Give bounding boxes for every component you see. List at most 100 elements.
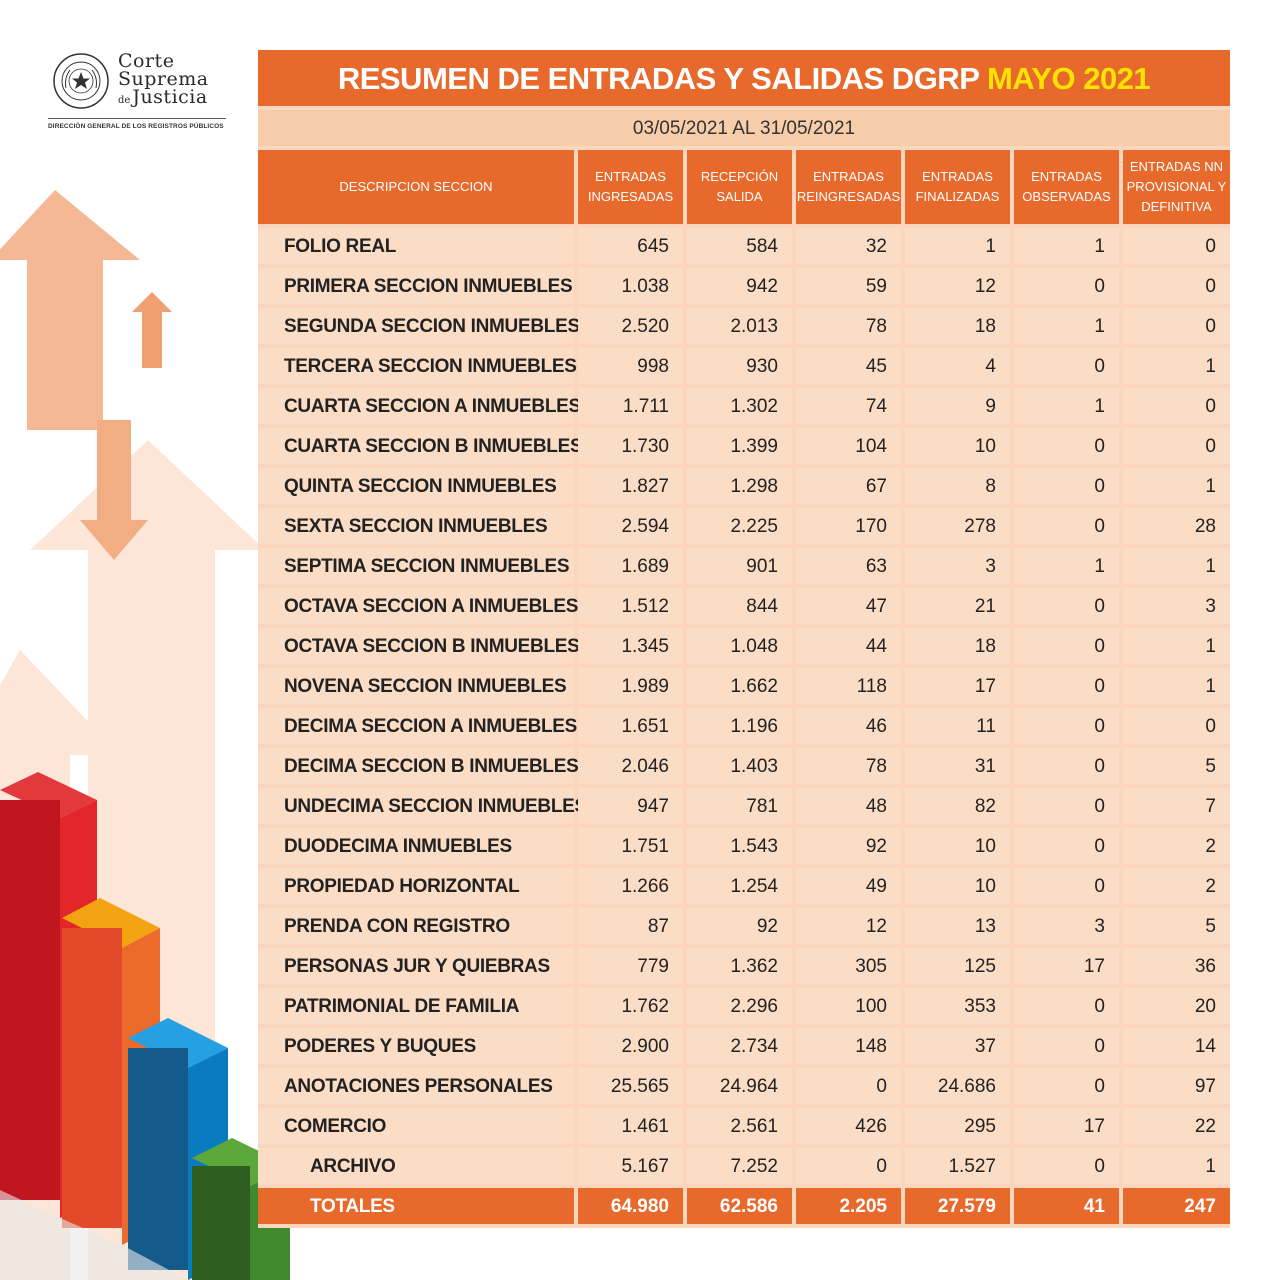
table-cell-entradas-observadas: 0 xyxy=(1014,268,1119,304)
table-cell-entradas-finalizadas: 278 xyxy=(905,508,1010,544)
table-cell-entradas-finalizadas: 1.527 xyxy=(905,1148,1010,1184)
column-header-entradas-nn: ENTRADAS NN PROVISIONAL Y DEFINITIVA xyxy=(1123,150,1230,224)
table-cell-recepcion-salida: 1.302 xyxy=(687,388,792,424)
table-cell-descripcion-seccion: ANOTACIONES PERSONALES xyxy=(258,1068,574,1104)
table-cell-recepcion-salida: 24.964 xyxy=(687,1068,792,1104)
table-title-main: RESUMEN DE ENTRADAS Y SALIDAS DGRP xyxy=(337,61,980,96)
table-cell-recepcion-salida: 1.543 xyxy=(687,828,792,864)
table-cell-entradas-observadas: 0 xyxy=(1014,708,1119,744)
table-cell-entradas-ingresadas: 947 xyxy=(578,788,683,824)
table-cell-entradas-nn: 0 xyxy=(1123,428,1230,464)
table-cell-entradas-observadas: 17 xyxy=(1014,948,1119,984)
table-cell-entradas-reingresadas: 49 xyxy=(796,868,901,904)
table-cell-entradas-nn: 14 xyxy=(1123,1028,1230,1064)
table-cell-entradas-reingresadas: 59 xyxy=(796,268,901,304)
table-cell-entradas-finalizadas: 10 xyxy=(905,428,1010,464)
table-cell-entradas-finalizadas: 37 xyxy=(905,1028,1010,1064)
column-header-entradas-ingresadas: ENTRADAS INGRESADAS xyxy=(578,150,683,224)
table-cell-entradas-reingresadas: 45 xyxy=(796,348,901,384)
table-cell-recepcion-salida: 1.048 xyxy=(687,628,792,664)
summary-table: RESUMEN DE ENTRADAS Y SALIDAS DGRP MAYO … xyxy=(258,50,1230,1228)
table-cell-descripcion-seccion: PODERES Y BUQUES xyxy=(258,1028,574,1064)
table-cell-entradas-reingresadas: 148 xyxy=(796,1028,901,1064)
table-cell-entradas-reingresadas: 78 xyxy=(796,748,901,784)
table-cell-entradas-ingresadas: 5.167 xyxy=(578,1148,683,1184)
table-cell-descripcion-seccion: UNDECIMA SECCION INMUEBLES xyxy=(258,788,587,824)
table-cell-entradas-finalizadas: 3 xyxy=(905,548,1010,584)
table-cell-entradas-finalizadas: 21 xyxy=(905,588,1010,624)
totals-cell-recepcion-salida: 62.586 xyxy=(687,1188,792,1224)
logo-subtitle: DIRECCIÓN GENERAL DE LOS REGISTROS PÚBLI… xyxy=(48,123,224,130)
table-cell-entradas-observadas: 1 xyxy=(1014,308,1119,344)
table-cell-entradas-reingresadas: 0 xyxy=(796,1068,901,1104)
table-cell-recepcion-salida: 7.252 xyxy=(687,1148,792,1184)
table-cell-entradas-nn: 97 xyxy=(1123,1068,1230,1104)
table-cell-entradas-ingresadas: 87 xyxy=(578,908,683,944)
table-cell-entradas-observadas: 1 xyxy=(1014,388,1119,424)
table-cell-entradas-ingresadas: 1.461 xyxy=(578,1108,683,1144)
table-cell-recepcion-salida: 2.734 xyxy=(687,1028,792,1064)
logo-line-3-prefix: de xyxy=(118,95,131,106)
table-cell-entradas-nn: 0 xyxy=(1123,228,1230,264)
table-cell-entradas-reingresadas: 118 xyxy=(796,668,901,704)
seal-icon xyxy=(53,53,109,109)
table-cell-entradas-observadas: 0 xyxy=(1014,348,1119,384)
small-up-arrow-icon xyxy=(132,292,172,368)
table-cell-entradas-nn: 28 xyxy=(1123,508,1230,544)
table-cell-entradas-observadas: 3 xyxy=(1014,908,1119,944)
table-cell-entradas-nn: 5 xyxy=(1123,908,1230,944)
table-cell-descripcion-seccion: CUARTA SECCION A INMUEBLES xyxy=(258,388,581,424)
table-cell-entradas-ingresadas: 2.520 xyxy=(578,308,683,344)
table-cell-entradas-nn: 0 xyxy=(1123,308,1230,344)
table-cell-recepcion-salida: 1.403 xyxy=(687,748,792,784)
table-cell-entradas-finalizadas: 31 xyxy=(905,748,1010,784)
table-cell-entradas-reingresadas: 47 xyxy=(796,588,901,624)
table-cell-entradas-observadas: 0 xyxy=(1014,988,1119,1024)
table-cell-recepcion-salida: 942 xyxy=(687,268,792,304)
table-cell-recepcion-salida: 930 xyxy=(687,348,792,384)
table-cell-entradas-nn: 2 xyxy=(1123,868,1230,904)
table-cell-recepcion-salida: 1.399 xyxy=(687,428,792,464)
table-cell-recepcion-salida: 1.662 xyxy=(687,668,792,704)
table-cell-entradas-ingresadas: 1.730 xyxy=(578,428,683,464)
table-cell-entradas-ingresadas: 25.565 xyxy=(578,1068,683,1104)
table-cell-entradas-ingresadas: 1.751 xyxy=(578,828,683,864)
table-cell-entradas-reingresadas: 46 xyxy=(796,708,901,744)
table-cell-entradas-reingresadas: 305 xyxy=(796,948,901,984)
table-cell-descripcion-seccion: DUODECIMA INMUEBLES xyxy=(258,828,574,864)
table-cell-entradas-ingresadas: 1.651 xyxy=(578,708,683,744)
table-cell-entradas-nn: 1 xyxy=(1123,1148,1230,1184)
table-cell-entradas-nn: 3 xyxy=(1123,588,1230,624)
table-cell-descripcion-seccion: PERSONAS JUR Y QUIEBRAS xyxy=(258,948,574,984)
table-cell-entradas-nn: 0 xyxy=(1123,268,1230,304)
table-cell-descripcion-seccion: PRIMERA SECCION INMUEBLES xyxy=(258,268,574,304)
decorative-chart-illustration xyxy=(0,190,290,1280)
table-cell-recepcion-salida: 781 xyxy=(687,788,792,824)
totals-cell-entradas-ingresadas: 64.980 xyxy=(578,1188,683,1224)
table-cell-entradas-observadas: 17 xyxy=(1014,1108,1119,1144)
table-cell-entradas-nn: 22 xyxy=(1123,1108,1230,1144)
logo-line-3: Justicia xyxy=(132,86,208,108)
table-cell-recepcion-salida: 2.225 xyxy=(687,508,792,544)
down-arrow-icon xyxy=(80,420,148,560)
table-cell-entradas-nn: 5 xyxy=(1123,748,1230,784)
table-cell-entradas-observadas: 0 xyxy=(1014,788,1119,824)
table-cell-recepcion-salida: 2.561 xyxy=(687,1108,792,1144)
table-cell-entradas-nn: 1 xyxy=(1123,628,1230,664)
totals-cell-entradas-observadas: 41 xyxy=(1014,1188,1119,1224)
table-cell-entradas-reingresadas: 426 xyxy=(796,1108,901,1144)
table-cell-entradas-finalizadas: 17 xyxy=(905,668,1010,704)
table-cell-recepcion-salida: 1.196 xyxy=(687,708,792,744)
table-cell-entradas-finalizadas: 10 xyxy=(905,868,1010,904)
table-cell-entradas-reingresadas: 44 xyxy=(796,628,901,664)
table-title-highlight: MAYO 2021 xyxy=(986,61,1151,96)
table-cell-entradas-finalizadas: 4 xyxy=(905,348,1010,384)
table-cell-entradas-observadas: 0 xyxy=(1014,508,1119,544)
table-cell-entradas-ingresadas: 779 xyxy=(578,948,683,984)
table-cell-entradas-nn: 1 xyxy=(1123,548,1230,584)
table-cell-descripcion-seccion: SEPTIMA SECCION INMUEBLES xyxy=(258,548,574,584)
table-cell-entradas-ingresadas: 2.594 xyxy=(578,508,683,544)
table-cell-entradas-reingresadas: 78 xyxy=(796,308,901,344)
table-cell-entradas-ingresadas: 1.266 xyxy=(578,868,683,904)
table-cell-entradas-ingresadas: 1.512 xyxy=(578,588,683,624)
